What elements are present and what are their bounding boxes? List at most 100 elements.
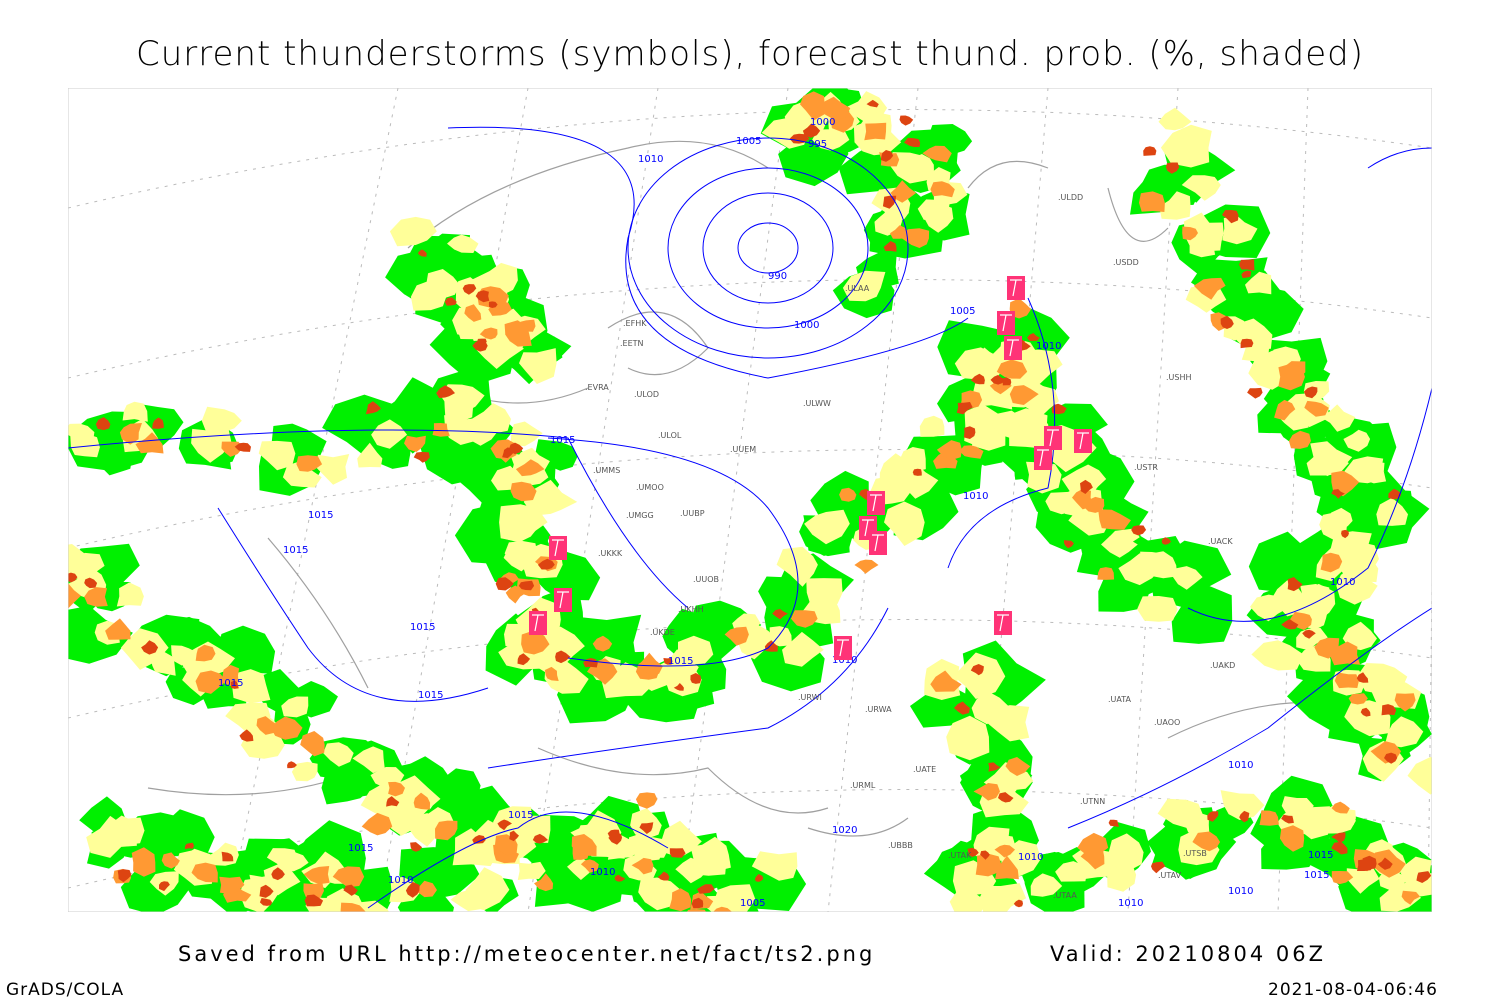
probability-area bbox=[686, 909, 707, 912]
station-label: .UATA bbox=[1108, 695, 1132, 704]
thunderstorm-marker bbox=[1004, 336, 1022, 360]
isobar-label: 1005 bbox=[736, 136, 761, 147]
thunderstorm-marker bbox=[1074, 429, 1092, 453]
map-title: Current thunderstorms (symbols), forecas… bbox=[136, 34, 1364, 74]
isobar-label: 1010 bbox=[963, 491, 988, 502]
isobar-label: 1010 bbox=[1018, 852, 1043, 863]
probability-area bbox=[1344, 700, 1391, 737]
probability-area bbox=[371, 419, 408, 449]
station-label: .URWA bbox=[865, 705, 892, 714]
probability-area bbox=[1379, 882, 1421, 912]
station-label: .EETN bbox=[620, 339, 644, 348]
probability-area bbox=[1193, 277, 1226, 300]
probability-area bbox=[1080, 479, 1093, 494]
probability-area bbox=[462, 284, 477, 295]
probability-area bbox=[365, 401, 382, 415]
probability-area bbox=[802, 123, 821, 138]
probability-area bbox=[842, 270, 886, 302]
station-label: .UKDE bbox=[650, 628, 675, 637]
probability-area bbox=[1173, 566, 1203, 590]
thunderstorm-glyph bbox=[862, 519, 874, 537]
probability-area bbox=[1302, 629, 1316, 639]
probability-area bbox=[1281, 619, 1299, 630]
thunderstorm-symbol bbox=[834, 636, 852, 660]
isobars: 1000 995 1005 1010 990 1000 1005 1010 1015 1015 10… bbox=[68, 117, 1432, 909]
probability-area bbox=[1241, 270, 1252, 279]
station-label: .ULOL bbox=[658, 431, 682, 440]
isobar-label: 1015 bbox=[218, 678, 243, 689]
probability-area bbox=[1356, 672, 1369, 683]
isobar-label: 1010 bbox=[1118, 898, 1143, 909]
isobar-label: 995 bbox=[808, 139, 827, 150]
probability-area bbox=[1247, 387, 1263, 399]
probability-area bbox=[631, 857, 654, 875]
probability-area bbox=[523, 479, 578, 516]
probability-area bbox=[713, 906, 733, 912]
probability-area bbox=[291, 761, 318, 782]
probability-area bbox=[68, 572, 78, 583]
probability-area bbox=[155, 809, 215, 858]
probability-area bbox=[1009, 385, 1039, 405]
meridian-line bbox=[677, 88, 789, 912]
probability-area bbox=[195, 644, 216, 662]
probability-area bbox=[84, 577, 98, 589]
probability-area bbox=[789, 133, 810, 144]
isobar-contour bbox=[367, 811, 669, 909]
probability-area bbox=[1157, 798, 1203, 828]
probability-area bbox=[1346, 868, 1380, 894]
probability-area bbox=[1377, 857, 1393, 870]
thunderstorm-symbol bbox=[1044, 426, 1062, 450]
probability-area bbox=[922, 145, 952, 163]
software-credit: GrADS/COLA bbox=[6, 980, 125, 1000]
probability-area bbox=[1334, 672, 1359, 689]
station-label: .UKKK bbox=[598, 549, 623, 558]
generation-timestamp: 2021-08-04-06:46 bbox=[1268, 980, 1438, 1000]
probability-area bbox=[1077, 832, 1109, 862]
probability-area bbox=[105, 618, 131, 640]
station-label: .URWI bbox=[798, 693, 822, 702]
probability-area bbox=[161, 852, 180, 869]
thunderstorm-glyph bbox=[870, 494, 882, 512]
probability-area bbox=[405, 881, 420, 898]
probability-area bbox=[1159, 191, 1191, 220]
probability-area bbox=[956, 402, 973, 415]
probability-area bbox=[389, 216, 437, 247]
probability-area bbox=[1342, 621, 1377, 651]
thunderstorm-glyph bbox=[872, 534, 884, 552]
parallel-line bbox=[68, 449, 1432, 549]
probability-area bbox=[1278, 363, 1305, 391]
parallel-line bbox=[68, 279, 1432, 379]
isobar-contour bbox=[547, 437, 799, 667]
probability-area bbox=[410, 842, 423, 852]
probability-area bbox=[930, 670, 962, 692]
station-label: .UMMS bbox=[593, 466, 620, 475]
probability-area bbox=[1220, 790, 1265, 820]
thunderstorm-symbol bbox=[554, 588, 572, 612]
probability-area bbox=[426, 269, 461, 299]
probability-area bbox=[119, 423, 142, 445]
probability-area bbox=[495, 577, 514, 591]
station-label: .EFHK bbox=[623, 319, 647, 328]
probability-area bbox=[555, 650, 571, 664]
probability-area bbox=[1108, 833, 1144, 872]
probability-area bbox=[521, 630, 550, 655]
thunderstorm-probability-shading bbox=[68, 88, 1432, 912]
isobar-contour bbox=[68, 429, 689, 609]
probability-area bbox=[509, 442, 524, 455]
probability-area bbox=[754, 874, 764, 882]
probability-area bbox=[975, 853, 1002, 877]
probability-area bbox=[357, 442, 383, 468]
probability-area bbox=[300, 731, 325, 757]
probability-area bbox=[1388, 488, 1402, 500]
probability-area bbox=[191, 862, 218, 883]
probability-area bbox=[282, 460, 322, 488]
thunderstorm-symbol bbox=[1004, 336, 1022, 360]
probability-area bbox=[1331, 832, 1346, 844]
probability-area bbox=[800, 91, 826, 121]
probability-area bbox=[967, 847, 979, 857]
isobar-label: 1010 bbox=[1228, 886, 1253, 897]
thunderstorm-glyph bbox=[1000, 314, 1012, 332]
station-label: .ULOD bbox=[634, 390, 659, 399]
isobar-contour bbox=[737, 222, 799, 274]
probability-area bbox=[518, 580, 535, 591]
